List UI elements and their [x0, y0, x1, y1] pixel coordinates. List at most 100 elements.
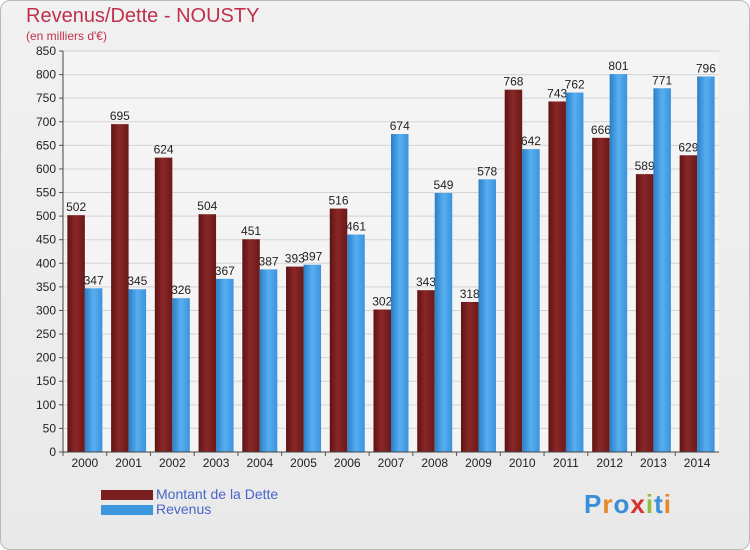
y-tick-label: 150 — [36, 374, 56, 388]
y-tick-label: 800 — [36, 68, 56, 82]
data-label: 801 — [608, 59, 628, 73]
y-tick-label: 750 — [36, 91, 56, 105]
data-label: 318 — [460, 287, 480, 301]
data-label: 345 — [127, 274, 147, 288]
bar-dette — [242, 239, 260, 452]
data-label: 743 — [547, 86, 567, 100]
data-label: 502 — [66, 200, 86, 214]
bar-revenus — [434, 193, 453, 453]
data-label: 326 — [171, 283, 191, 297]
y-tick-label: 650 — [36, 138, 56, 152]
x-tick-label: 2001 — [115, 456, 142, 470]
legend-label-revenus: Revenus — [156, 501, 212, 517]
data-label: 516 — [329, 194, 349, 208]
bar-dette — [154, 157, 173, 452]
logo-letter: r — [602, 489, 614, 519]
x-tick-label: 2002 — [159, 456, 186, 470]
data-label: 796 — [696, 61, 716, 75]
y-tick-label: 500 — [36, 209, 56, 223]
y-tick-label: 550 — [36, 186, 56, 200]
y-tick-label: 100 — [36, 398, 56, 412]
bar-revenus — [478, 179, 496, 452]
bar-dette — [373, 309, 391, 452]
data-label: 666 — [591, 123, 611, 137]
y-tick-label: 600 — [36, 162, 56, 176]
x-tick-label: 2004 — [246, 456, 273, 470]
chart-subtitle: (en milliers d'€) — [26, 29, 107, 43]
bar-revenus — [653, 88, 671, 452]
bar-revenus — [347, 234, 365, 452]
data-label: 642 — [521, 134, 541, 148]
data-label: 302 — [372, 295, 392, 309]
x-tick-label: 2013 — [640, 456, 667, 470]
x-tick-label: 2009 — [465, 456, 492, 470]
y-tick-label: 250 — [36, 327, 56, 341]
y-tick-label: 50 — [43, 421, 57, 435]
data-label: 461 — [346, 220, 366, 234]
data-label: 343 — [416, 275, 436, 289]
data-label: 397 — [302, 250, 322, 264]
chart-title: Revenus/Dette - NOUSTY — [26, 5, 260, 27]
y-tick-label: 200 — [36, 351, 56, 365]
legend-swatch-revenus — [101, 505, 153, 515]
data-label: 629 — [678, 140, 698, 154]
logo-letter: i — [645, 489, 655, 519]
data-label: 387 — [259, 254, 279, 268]
x-tick-label: 2008 — [421, 456, 448, 470]
bar-dette — [679, 155, 698, 452]
bar-revenus — [565, 92, 584, 453]
bar-dette — [417, 290, 435, 452]
bar-revenus — [84, 288, 103, 452]
data-label: 589 — [635, 159, 655, 173]
bar-dette — [198, 214, 217, 452]
x-tick-label: 2012 — [596, 456, 623, 470]
data-label: 504 — [197, 199, 217, 213]
bar-revenus — [172, 298, 190, 452]
data-label: 393 — [285, 252, 305, 266]
bar-revenus — [303, 264, 322, 452]
bar-revenus — [128, 289, 147, 452]
x-tick-label: 2000 — [72, 456, 99, 470]
x-tick-label: 2011 — [553, 456, 579, 470]
logo-letter: o — [613, 489, 631, 519]
data-label: 624 — [154, 143, 174, 157]
y-tick-label: 0 — [49, 445, 56, 459]
data-label: 347 — [84, 273, 104, 287]
bar-dette — [548, 101, 566, 452]
y-tick-label: 700 — [36, 115, 56, 129]
legend-label-dette: Montant de la Dette — [156, 486, 279, 502]
logo-letter: P — [584, 489, 603, 519]
data-label: 771 — [652, 73, 672, 87]
bar-revenus — [522, 149, 540, 452]
x-tick-label: 2005 — [290, 456, 317, 470]
logo-letter: t — [654, 489, 664, 519]
bar-dette — [286, 266, 304, 452]
y-tick-label: 300 — [36, 303, 56, 317]
bar-dette — [111, 124, 129, 452]
logo-letter: i — [663, 489, 672, 519]
x-tick-label: 2010 — [509, 456, 536, 470]
y-tick-label: 450 — [36, 233, 56, 247]
bar-revenus — [697, 76, 715, 453]
data-label: 367 — [215, 264, 235, 278]
bar-revenus — [609, 74, 628, 453]
data-label: 451 — [241, 224, 261, 238]
bar-dette — [67, 215, 85, 452]
bar-dette — [592, 137, 610, 453]
proxiti-logo: Proxiti — [584, 489, 672, 520]
bar-revenus — [259, 269, 278, 452]
data-label: 674 — [390, 119, 410, 133]
x-tick-label: 2003 — [203, 456, 230, 470]
data-label: 768 — [503, 75, 523, 89]
logo-letter: x — [630, 489, 646, 519]
bar-dette — [635, 174, 654, 452]
x-tick-label: 2014 — [684, 456, 711, 470]
bar-revenus — [216, 278, 234, 452]
bar-dette — [329, 208, 348, 452]
y-tick-label: 850 — [36, 44, 56, 58]
y-tick-label: 400 — [36, 256, 56, 270]
data-label: 578 — [477, 164, 497, 178]
y-tick-label: 350 — [36, 280, 56, 294]
